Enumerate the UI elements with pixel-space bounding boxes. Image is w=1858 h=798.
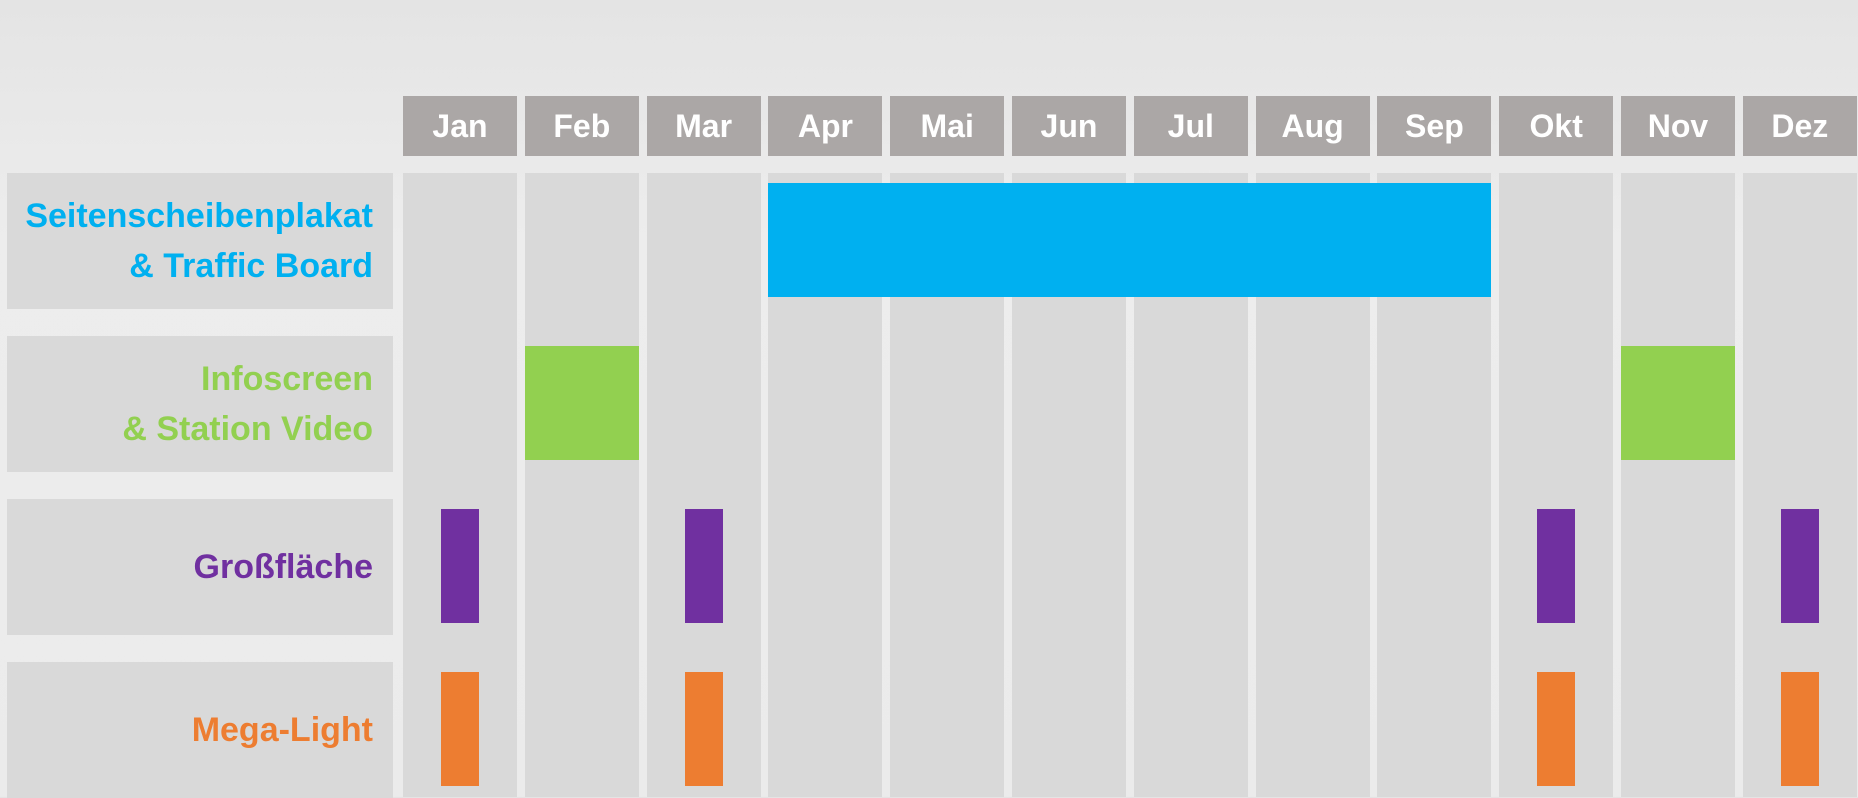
month-header: Apr — [768, 96, 883, 156]
row-label: Mega-Light — [7, 662, 393, 798]
schedule-bar — [1621, 346, 1735, 460]
month-header: Jan — [403, 96, 517, 156]
row-label: Seitenscheibenplakat & Traffic Board — [7, 173, 393, 309]
month-header: Aug — [1255, 96, 1370, 156]
schedule-bar — [441, 672, 479, 786]
schedule-bar — [1780, 672, 1819, 786]
month-header: Nov — [1621, 96, 1735, 156]
schedule-bar — [524, 346, 639, 460]
month-header: Okt — [1499, 96, 1614, 156]
month-header: Mai — [890, 96, 1005, 156]
month-header: Feb — [524, 96, 639, 156]
row-label-line: & Traffic Board — [129, 247, 373, 285]
schedule-bar — [684, 509, 723, 623]
month-column — [1621, 173, 1735, 797]
row-label-line: & Station Video — [122, 410, 373, 448]
row-label: Großfläche — [7, 499, 393, 635]
row-label-line: Mega-Light — [191, 711, 373, 749]
schedule-bar — [768, 183, 1492, 297]
row-label-line: Infoscreen — [201, 360, 373, 398]
row-label-line: Großfläche — [193, 548, 373, 586]
month-header: Sep — [1377, 96, 1492, 156]
row-label-line: Seitenscheibenplakat — [25, 197, 373, 235]
month-header: Mar — [646, 96, 761, 156]
month-header: Dez — [1742, 96, 1857, 156]
schedule-bar — [441, 509, 479, 623]
month-header: Jul — [1133, 96, 1248, 156]
schedule-bar — [684, 672, 723, 786]
schedule-bar — [1537, 672, 1576, 786]
month-column — [524, 173, 639, 797]
schedule-bar — [1780, 509, 1819, 623]
row-label: Infoscreen & Station Video — [7, 336, 393, 472]
schedule-bar — [1537, 509, 1576, 623]
month-header: Jun — [1012, 96, 1126, 156]
